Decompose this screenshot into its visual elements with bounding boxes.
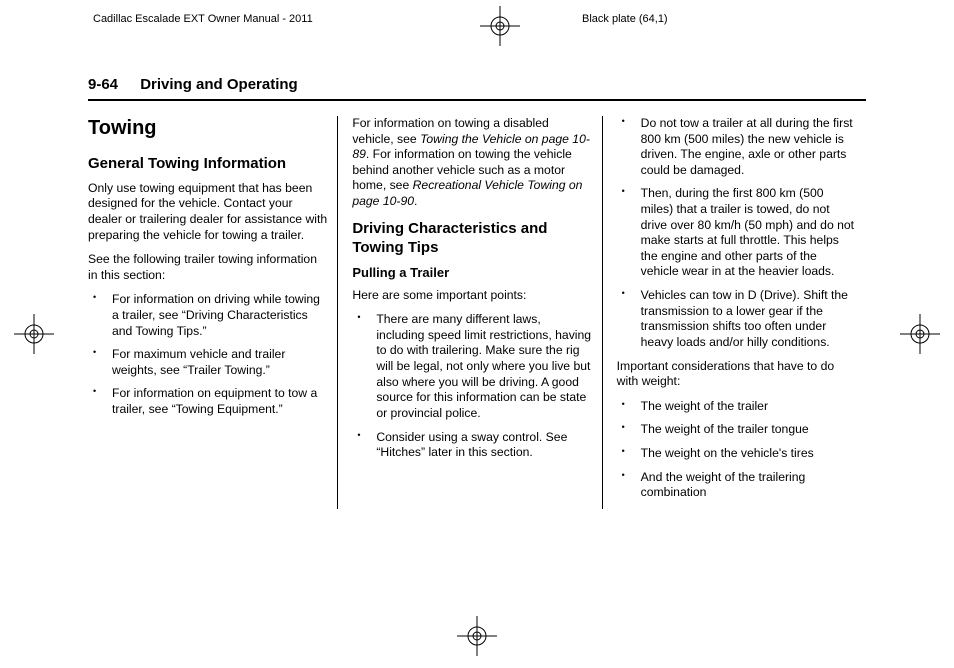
bullet-list: Do not tow a trailer at all during the f…: [617, 116, 856, 351]
body-text: See the following trailer towing informa…: [88, 252, 327, 283]
registration-mark-top: [480, 6, 520, 46]
body-text: For information on towing a disabled veh…: [352, 116, 591, 210]
heading-towing: Towing: [88, 116, 327, 142]
list-item: Consider using a sway control. See “Hitc…: [352, 430, 591, 461]
list-item: The weight of the trailer: [617, 399, 856, 415]
column-layout: Towing General Towing Information Only u…: [88, 116, 866, 509]
column-2: For information on towing a disabled veh…: [337, 116, 601, 509]
page-content: 9-64 Driving and Operating Towing Genera…: [88, 76, 866, 608]
registration-mark-left: [14, 314, 54, 354]
column-3: Do not tow a trailer at all during the f…: [602, 116, 866, 509]
bullet-list: For information on driving while towing …: [88, 292, 327, 417]
heading-general-towing: General Towing Information: [88, 154, 327, 173]
list-item: The weight of the trailer tongue: [617, 422, 856, 438]
registration-mark-right: [900, 314, 940, 354]
bullet-list: There are many different laws, including…: [352, 312, 591, 460]
heading-pulling-trailer: Pulling a Trailer: [352, 265, 591, 282]
page-header: 9-64 Driving and Operating: [88, 76, 866, 101]
list-item: For maximum vehicle and trailer weights,…: [88, 347, 327, 378]
body-text: Important considerations that have to do…: [617, 359, 856, 390]
list-item: The weight on the vehicle's tires: [617, 446, 856, 462]
page-number: 9-64: [88, 76, 118, 93]
body-text: Here are some important points:: [352, 288, 591, 304]
column-1: Towing General Towing Information Only u…: [88, 116, 337, 509]
heading-driving-characteristics: Driving Characteristics and Towing Tips: [352, 219, 591, 257]
registration-mark-bottom: [457, 616, 497, 656]
section-name: Driving and Operating: [140, 76, 298, 93]
body-text: Only use towing equipment that has been …: [88, 181, 327, 243]
list-item: Vehicles can tow in D (Drive). Shift the…: [617, 288, 856, 350]
header-right: Black plate (64,1): [582, 13, 668, 25]
list-item: For information on equipment to tow a tr…: [88, 386, 327, 417]
list-item: Do not tow a trailer at all during the f…: [617, 116, 856, 178]
list-item: And the weight of the trailering combina…: [617, 470, 856, 501]
bullet-list: The weight of the trailer The weight of …: [617, 399, 856, 501]
header-left: Cadillac Escalade EXT Owner Manual - 201…: [93, 13, 313, 25]
list-item: Then, during the first 800 km (500 miles…: [617, 186, 856, 280]
list-item: There are many different laws, including…: [352, 312, 591, 421]
list-item: For information on driving while towing …: [88, 292, 327, 339]
